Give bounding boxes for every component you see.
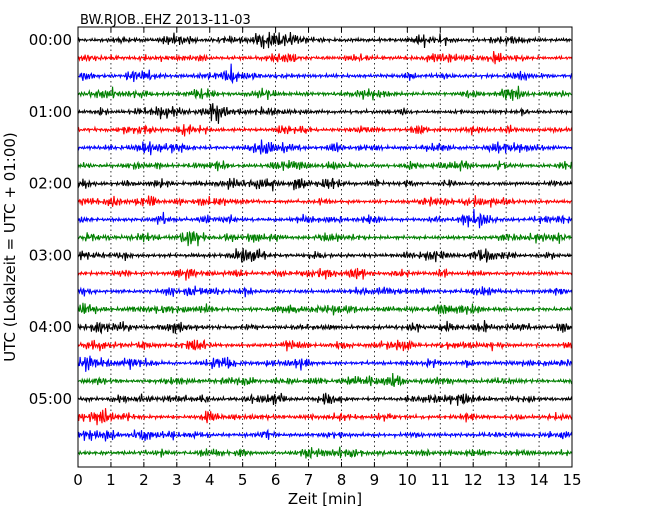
grid-lines — [110, 27, 540, 467]
trace-line — [77, 355, 573, 372]
chart-title: BW.RJOB..EHZ 2013-11-03 — [80, 13, 251, 28]
x-tick-label: 3 — [172, 471, 182, 489]
y-axis-label: UTC (Lokalzeit = UTC + 01:00) — [1, 132, 19, 362]
y-tick-label: 01:00 — [29, 103, 72, 121]
trace-line — [77, 248, 573, 263]
x-tick-label: 7 — [304, 471, 314, 489]
trace-line — [77, 230, 573, 247]
y-tick-label: 05:00 — [29, 390, 72, 408]
x-tick-label: 8 — [337, 471, 347, 489]
trace-line — [77, 428, 573, 442]
x-tick-label: 12 — [464, 471, 483, 489]
x-tick-label: 10 — [398, 471, 417, 489]
trace-line — [77, 285, 573, 298]
trace-line — [77, 124, 573, 137]
x-tick-label: 6 — [271, 471, 281, 489]
trace-line — [77, 408, 573, 426]
trace-line — [77, 267, 573, 281]
trace-line — [77, 392, 573, 406]
trace-line — [77, 338, 573, 352]
x-tick-label: 1 — [106, 471, 116, 489]
trace-line — [77, 177, 573, 192]
y-tick-label: 02:00 — [29, 175, 72, 193]
x-tick-label: 9 — [370, 471, 380, 489]
x-tick-label: 5 — [238, 471, 248, 489]
x-tick-label: 14 — [530, 471, 549, 489]
trace-line — [77, 103, 573, 124]
x-tick-label: 11 — [431, 471, 450, 489]
trace-line — [77, 31, 573, 49]
trace-line — [77, 446, 573, 460]
trace-line — [77, 159, 573, 172]
seismogram-traces — [77, 31, 573, 460]
y-tick-label: 00:00 — [29, 31, 72, 49]
x-tick-label: 4 — [205, 471, 215, 489]
y-tick-label: 03:00 — [29, 246, 72, 264]
trace-line — [77, 50, 573, 65]
trace-line — [77, 208, 573, 229]
trace-line — [77, 85, 573, 101]
x-axis-label: Zeit [min] — [288, 490, 362, 508]
y-axis-ticks: 00:00 01:00 02:00 03:00 04:00 05:00 — [29, 31, 572, 408]
trace-line — [77, 139, 573, 156]
x-tick-label: 13 — [497, 471, 516, 489]
x-axis-ticks: 0 1 2 3 4 5 6 7 8 9 10 11 12 13 14 15 — [73, 27, 582, 489]
trace-line — [77, 63, 573, 85]
trace-line — [77, 320, 573, 335]
plot-frame — [77, 26, 573, 468]
x-tick-label: 0 — [73, 471, 83, 489]
trace-line — [77, 373, 573, 387]
y-tick-label: 04:00 — [29, 318, 72, 336]
trace-line — [77, 302, 573, 316]
x-tick-label: 15 — [562, 471, 581, 489]
trace-line — [77, 195, 573, 208]
x-tick-label: 2 — [139, 471, 149, 489]
